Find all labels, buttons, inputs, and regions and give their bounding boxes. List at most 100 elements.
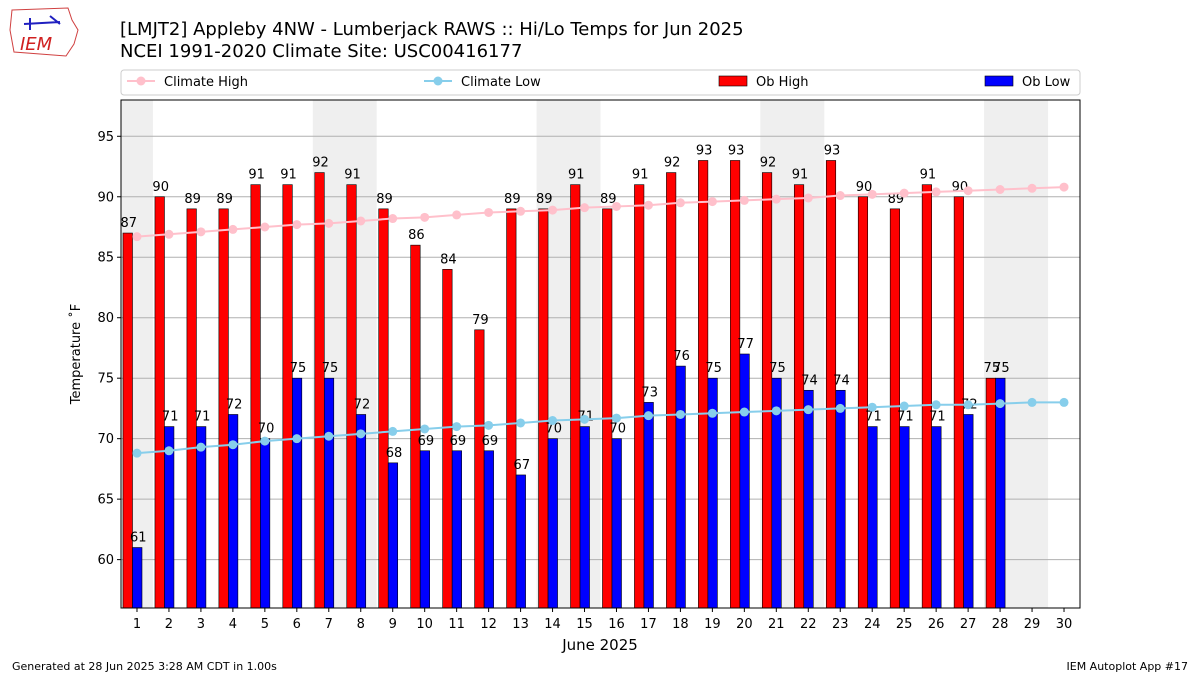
legend-label: Climate Low bbox=[461, 75, 541, 90]
y-tick-label: 75 bbox=[97, 372, 114, 387]
x-tick-label: 27 bbox=[960, 617, 977, 632]
data-label: 89 bbox=[536, 192, 553, 207]
bar bbox=[410, 244, 421, 609]
marker bbox=[867, 189, 877, 199]
marker bbox=[196, 442, 206, 452]
y-tick-label: 70 bbox=[97, 432, 114, 447]
data-label: 90 bbox=[856, 180, 873, 195]
data-label: 70 bbox=[546, 422, 563, 437]
bar bbox=[250, 184, 261, 609]
data-label: 77 bbox=[737, 337, 754, 352]
bar bbox=[995, 377, 1006, 609]
data-label: 75 bbox=[705, 361, 722, 376]
x-tick-label: 21 bbox=[768, 617, 785, 632]
x-tick-label: 25 bbox=[896, 617, 913, 632]
legend-swatch bbox=[718, 75, 748, 87]
x-tick-label: 8 bbox=[357, 617, 365, 632]
bar bbox=[378, 208, 389, 609]
marker bbox=[132, 232, 142, 242]
x-tick-label: 3 bbox=[197, 617, 205, 632]
marker bbox=[963, 400, 973, 410]
bar bbox=[739, 353, 750, 609]
bar bbox=[931, 426, 942, 609]
marker bbox=[643, 200, 653, 210]
bar bbox=[419, 450, 430, 609]
x-tick-label: 4 bbox=[229, 617, 237, 632]
logo: IEM bbox=[9, 7, 79, 57]
bar bbox=[899, 426, 910, 609]
bar bbox=[857, 196, 869, 609]
bar bbox=[132, 547, 143, 609]
plot-frame bbox=[120, 99, 1081, 609]
bar bbox=[260, 438, 271, 609]
bar bbox=[985, 377, 996, 609]
x-tick-label: 19 bbox=[704, 617, 721, 632]
bar bbox=[387, 462, 399, 609]
x-tick-label: 20 bbox=[736, 617, 753, 632]
bar bbox=[122, 232, 133, 609]
data-label: 61 bbox=[130, 531, 147, 546]
marker bbox=[899, 401, 909, 411]
marker bbox=[835, 191, 845, 201]
bar bbox=[196, 426, 207, 609]
marker bbox=[548, 416, 558, 426]
legend-box bbox=[120, 69, 1081, 96]
marker bbox=[164, 229, 174, 239]
marker bbox=[995, 185, 1005, 195]
footer-right: IEM Autoplot App #17 bbox=[1067, 660, 1189, 673]
y-tick-label: 80 bbox=[97, 311, 114, 326]
marker bbox=[1027, 183, 1037, 193]
data-label: 91 bbox=[920, 168, 937, 183]
bar bbox=[538, 208, 549, 609]
logo-text: IEM bbox=[20, 34, 53, 55]
bar bbox=[675, 365, 686, 609]
data-label: 71 bbox=[194, 410, 211, 425]
legend-label: Ob Low bbox=[1022, 75, 1071, 90]
data-label: 93 bbox=[728, 143, 745, 158]
bar bbox=[355, 414, 367, 609]
x-tick-label: 10 bbox=[416, 617, 433, 632]
bar bbox=[474, 329, 485, 609]
bar bbox=[921, 184, 932, 609]
bar bbox=[611, 438, 622, 609]
marker bbox=[516, 206, 526, 216]
bar bbox=[515, 474, 526, 609]
marker bbox=[420, 424, 430, 434]
data-label: 70 bbox=[609, 422, 626, 437]
x-tick-label: 18 bbox=[672, 617, 689, 632]
data-label: 92 bbox=[664, 156, 681, 171]
bar bbox=[506, 208, 517, 609]
data-label: 76 bbox=[673, 349, 690, 364]
marker bbox=[324, 218, 334, 228]
legend-marker bbox=[136, 76, 146, 86]
bar bbox=[835, 389, 846, 609]
data-label: 93 bbox=[824, 143, 841, 158]
marker bbox=[611, 413, 621, 423]
bar bbox=[346, 184, 357, 609]
marker bbox=[675, 198, 685, 208]
chart-subtitle: NCEI 1991-2020 Climate Site: USC00416177 bbox=[120, 41, 522, 62]
x-tick-label: 12 bbox=[480, 617, 497, 632]
data-label: 71 bbox=[929, 410, 946, 425]
y-axis-label: Temperature ˚F bbox=[68, 304, 84, 405]
marker bbox=[771, 406, 781, 416]
data-label: 91 bbox=[632, 168, 649, 183]
marker bbox=[1059, 182, 1069, 192]
marker bbox=[803, 405, 813, 415]
data-label: 71 bbox=[865, 410, 882, 425]
data-label: 89 bbox=[600, 192, 617, 207]
data-label: 74 bbox=[801, 373, 818, 388]
y-tick-label: 90 bbox=[97, 190, 114, 205]
chart-title: [LMJT2] Appleby 4NW - Lumberjack RAWS ::… bbox=[120, 19, 744, 40]
data-label: 70 bbox=[258, 422, 275, 437]
marker bbox=[707, 408, 717, 418]
data-label: 91 bbox=[248, 168, 265, 183]
data-label: 87 bbox=[120, 216, 137, 231]
marker bbox=[356, 429, 366, 439]
marker bbox=[580, 414, 590, 424]
bar bbox=[483, 450, 494, 609]
line bbox=[136, 401, 1065, 455]
data-label: 84 bbox=[440, 252, 457, 267]
marker bbox=[899, 188, 909, 198]
